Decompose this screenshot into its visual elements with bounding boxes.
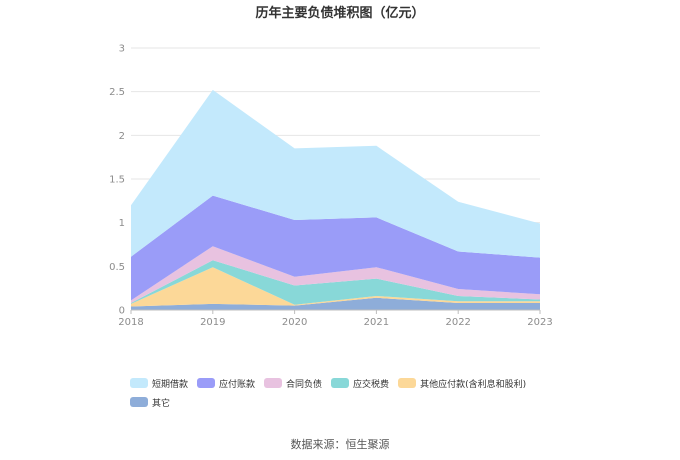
area-其他应付款(含利息和股利) xyxy=(131,267,540,307)
y-tick-label: 0.5 xyxy=(109,262,125,273)
x-tick-label: 2018 xyxy=(118,317,143,328)
legend-item[interactable]: 应付账款 xyxy=(197,377,256,390)
legend-item[interactable]: 短期借款 xyxy=(130,377,189,390)
x-tick-label: 2020 xyxy=(282,317,307,328)
legend-swatch xyxy=(130,378,148,388)
legend-label: 其它 xyxy=(152,398,171,409)
legend: 短期借款 应付账款 合同负债 应交税费 其他应付款(含利息和股利) 其它 xyxy=(130,377,570,409)
legend-label: 其他应付款(含利息和股利) xyxy=(420,379,527,390)
area-合同负债 xyxy=(131,246,540,303)
area-应付账款 xyxy=(131,195,540,301)
legend-swatch xyxy=(398,378,417,388)
legend-swatch xyxy=(130,397,148,407)
x-tick-label: 2023 xyxy=(527,317,552,328)
y-tick-label: 2.5 xyxy=(109,87,125,98)
area-应交税费 xyxy=(131,260,540,305)
legend-label: 应付账款 xyxy=(219,379,256,390)
legend-item[interactable]: 其他应付款(含利息和股利) xyxy=(398,377,527,390)
legend-swatch xyxy=(264,378,283,388)
y-tick-label: 1 xyxy=(119,218,125,229)
legend-swatch xyxy=(197,378,216,388)
legend-item[interactable]: 其它 xyxy=(130,396,171,409)
axes: 0 0.5 1 1.5 2 2.5 3 2018 2019 2020 2021 2022 2023 xyxy=(109,44,553,329)
legend-item[interactable]: 合同负债 xyxy=(264,377,323,390)
y-tick-label: 0 xyxy=(119,306,125,317)
legend-item[interactable]: 应交税费 xyxy=(331,377,390,390)
x-tick-label: 2021 xyxy=(364,317,389,328)
legend-label: 应交税费 xyxy=(353,379,390,390)
chart-title: 历年主要负债堆积图（亿元） xyxy=(255,5,424,21)
x-tick-label: 2022 xyxy=(445,317,470,328)
area-series xyxy=(131,89,540,310)
legend-swatch xyxy=(331,378,350,388)
area-短期借款 xyxy=(131,89,540,258)
y-tick-label: 1.5 xyxy=(109,175,125,186)
y-tick-label: 3 xyxy=(119,44,125,55)
y-tick-label: 2 xyxy=(119,131,125,142)
legend-label: 短期借款 xyxy=(152,379,189,390)
area-其它 xyxy=(131,297,540,310)
x-tick-label: 2019 xyxy=(200,317,225,328)
legend-label: 合同负债 xyxy=(286,379,323,390)
data-source: 数据来源：恒生聚源 xyxy=(290,438,390,451)
